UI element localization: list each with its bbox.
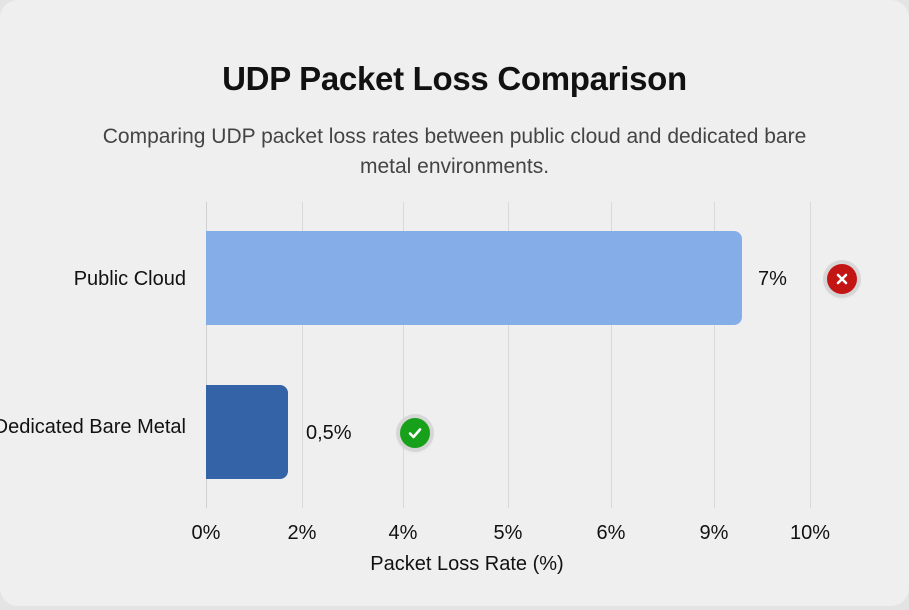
gridline-5 xyxy=(714,202,715,508)
chart-title: UDP Packet Loss Comparison xyxy=(222,60,687,97)
category-label-public-cloud: Public Cloud xyxy=(73,268,186,290)
x-axis-label: Packet Loss Rate (%) xyxy=(370,553,564,575)
bar-dedicated-bare-metal[interactable] xyxy=(206,385,288,479)
bar-public-cloud[interactable] xyxy=(206,231,742,325)
chart-subtitle: Comparing UDP packet loss rates between … xyxy=(102,125,807,178)
x-tick-6: 10% xyxy=(789,522,831,544)
x-tick-4: 6% xyxy=(596,522,626,544)
gridline-0 xyxy=(206,202,207,508)
x-tick-2: 4% xyxy=(388,522,418,544)
gridline-1 xyxy=(302,202,303,508)
value-label-public-cloud: 7% xyxy=(758,268,787,290)
gridline-6 xyxy=(810,202,811,508)
x-tick-5: 9% xyxy=(699,522,729,544)
x-tick-3: 5% xyxy=(493,522,523,544)
x-tick-1: 2% xyxy=(287,522,317,544)
error-x-icon xyxy=(827,264,857,294)
category-label-dedicated-bare-metal: Dedicated Bare Metal xyxy=(0,414,186,441)
gridline-3 xyxy=(508,202,509,508)
gridline-4 xyxy=(611,202,612,508)
success-check-icon xyxy=(400,418,430,448)
x-tick-0: 0% xyxy=(191,522,221,544)
category-label-text: Dedicated Bare Metal xyxy=(0,416,186,438)
value-label-dedicated-bare-metal: 0,5% xyxy=(306,422,352,444)
gridline-2 xyxy=(403,202,404,508)
